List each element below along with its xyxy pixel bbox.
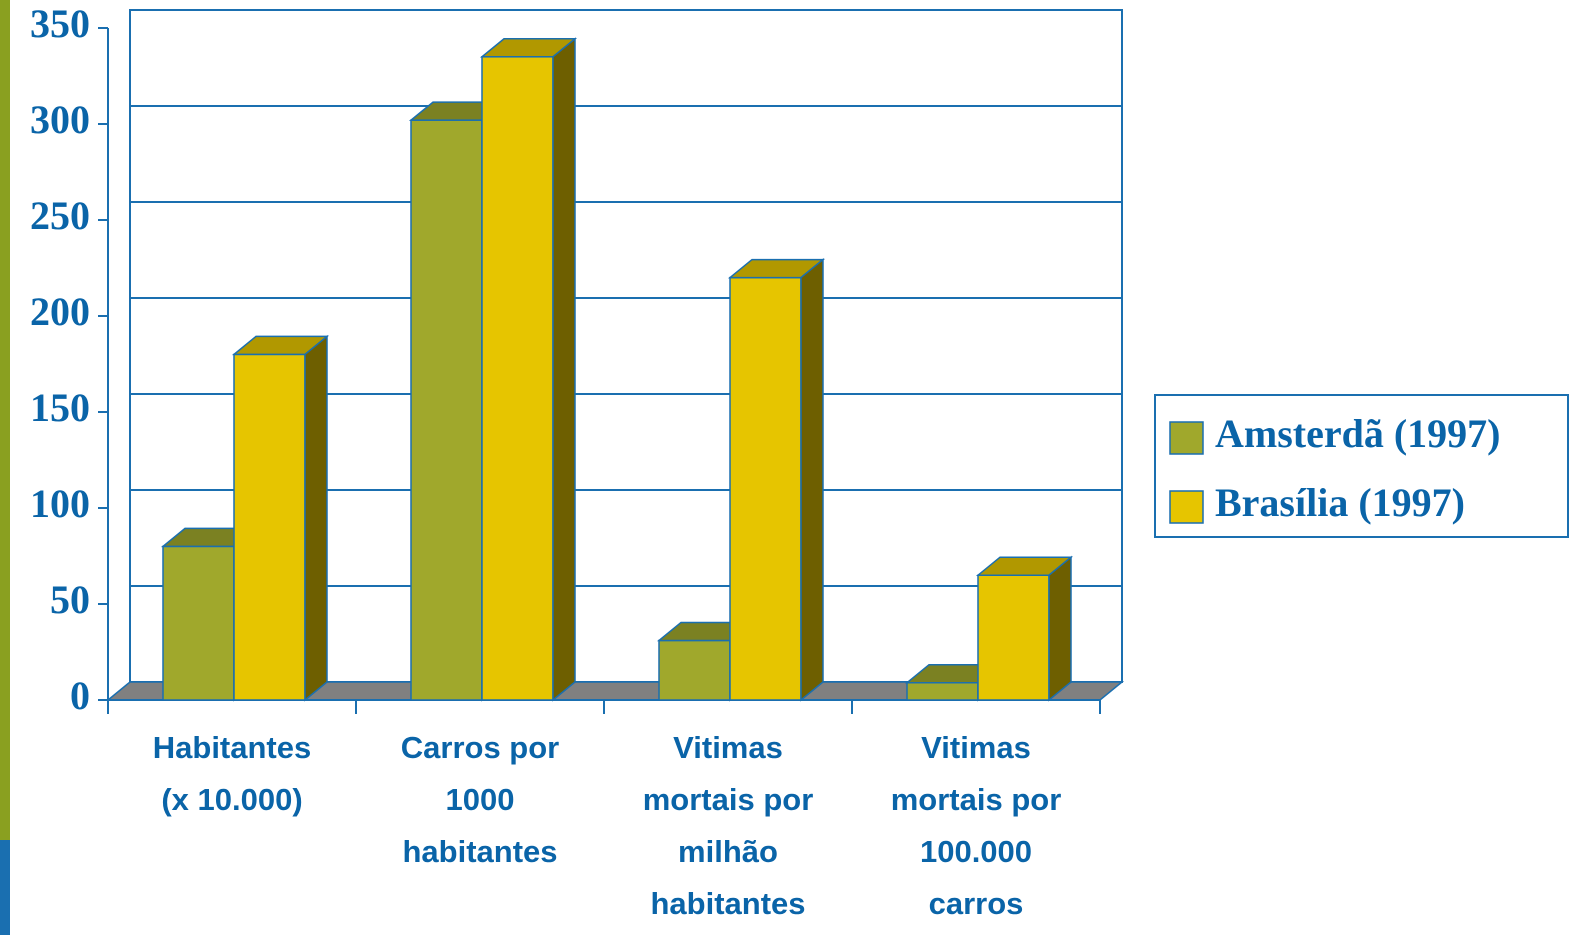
bar: [233, 353, 306, 701]
bar: [729, 276, 802, 701]
bar: [162, 545, 235, 701]
bar: [977, 574, 1050, 701]
bar: [658, 639, 731, 701]
bar-side: [800, 258, 824, 702]
bar: [906, 681, 979, 701]
y-tick-label: 200: [30, 289, 90, 334]
y-tick-label: 250: [30, 193, 90, 238]
x-tick-label: Vitimas mortais por milhão habitantes: [642, 730, 814, 921]
y-tick-label: 300: [30, 97, 90, 142]
x-tick-label: Vitimas mortais por 100.000 carros: [890, 730, 1062, 921]
legend-swatch: [1169, 490, 1204, 524]
bar-side: [552, 37, 576, 702]
x-tick-label: Habitantes (x 10.000): [152, 730, 312, 817]
legend-swatch: [1169, 421, 1204, 455]
bar-side: [304, 334, 328, 702]
bar: [410, 119, 483, 701]
side-stripe: [0, 0, 10, 840]
legend-box: [1154, 394, 1569, 538]
legend-label: Brasília (1997): [1215, 480, 1465, 525]
legend-label: Amsterdã (1997): [1215, 411, 1501, 456]
y-tick-label: 0: [70, 673, 90, 718]
bar-side: [1048, 555, 1072, 702]
y-tick-label: 150: [30, 385, 90, 430]
y-tick-label: 350: [30, 1, 90, 46]
x-tick-label: Carros por 1000 habitantes: [400, 730, 560, 869]
bar: [481, 56, 554, 701]
y-tick-label: 50: [50, 577, 90, 622]
y-tick-label: 100: [30, 481, 90, 526]
side-stripe: [0, 840, 10, 935]
